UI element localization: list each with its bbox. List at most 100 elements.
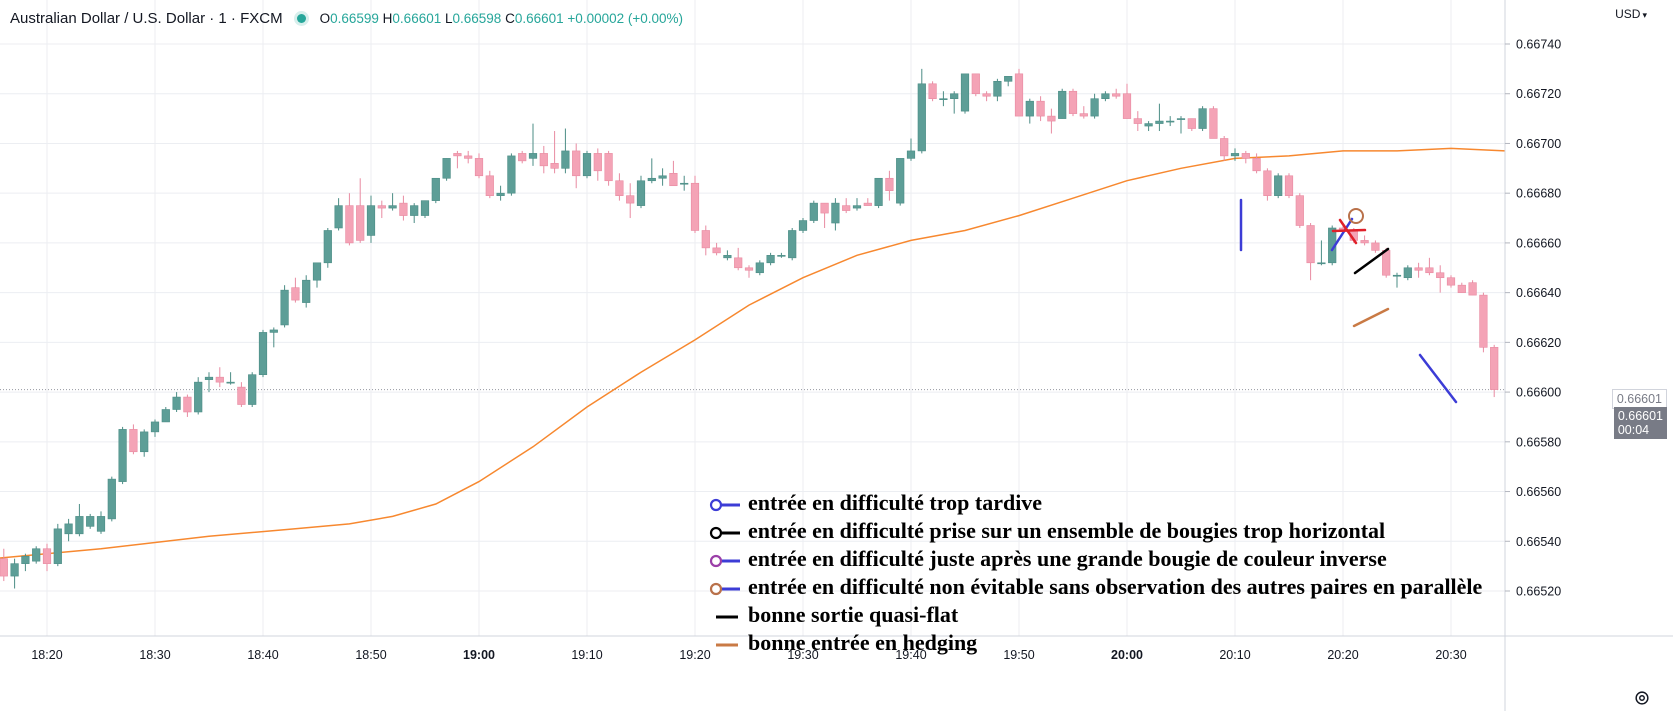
candle bbox=[1490, 344, 1499, 398]
candle bbox=[1014, 68, 1024, 117]
candle bbox=[1112, 88, 1121, 99]
candle bbox=[1284, 173, 1294, 199]
candle bbox=[32, 546, 41, 564]
candle bbox=[0, 548, 8, 582]
candle bbox=[474, 153, 484, 179]
candle-body bbox=[1317, 262, 1326, 265]
settings-gear-icon[interactable] bbox=[1633, 689, 1651, 707]
candle-body bbox=[593, 153, 602, 172]
candle-body bbox=[971, 73, 980, 95]
candle bbox=[788, 227, 797, 261]
close-label: C bbox=[505, 11, 515, 26]
candle-body bbox=[798, 220, 808, 231]
candle bbox=[1209, 106, 1218, 139]
candle-body bbox=[1490, 347, 1499, 390]
candle-body bbox=[604, 153, 613, 182]
candle-body bbox=[1187, 118, 1196, 129]
candle-body bbox=[960, 73, 970, 112]
candle-body bbox=[485, 175, 494, 196]
candle-body bbox=[690, 182, 700, 231]
candle-body bbox=[820, 202, 829, 214]
candle-body bbox=[150, 421, 160, 433]
candle-body bbox=[1371, 242, 1380, 251]
candle bbox=[1263, 168, 1272, 201]
symbol-title[interactable]: Australian Dollar / U.S. Dollar · 1 · FX… bbox=[10, 10, 283, 27]
candle bbox=[647, 158, 656, 184]
candle bbox=[528, 123, 538, 166]
candle-body bbox=[1198, 108, 1207, 129]
candle-body bbox=[917, 83, 926, 152]
price-axis[interactable]: 0.66740 0.66720 0.66700 0.66680 0.66660 0.666… bbox=[1504, 0, 1561, 711]
candle bbox=[939, 91, 948, 107]
candle-body bbox=[204, 376, 214, 380]
candle bbox=[1295, 193, 1304, 228]
candle-body bbox=[388, 205, 397, 209]
candle bbox=[140, 429, 149, 457]
candle-body bbox=[32, 548, 41, 562]
candle-body bbox=[712, 247, 721, 254]
candle bbox=[1058, 88, 1067, 119]
candle bbox=[582, 150, 592, 179]
candle bbox=[636, 175, 646, 209]
candle bbox=[1457, 282, 1466, 293]
candle bbox=[129, 424, 138, 455]
candle-body bbox=[1382, 250, 1391, 276]
candle bbox=[755, 260, 764, 276]
candle bbox=[809, 200, 818, 224]
candle-body bbox=[269, 329, 278, 333]
candle-body bbox=[1284, 175, 1294, 196]
price-tick-label: 0.66600 bbox=[1516, 386, 1561, 400]
candle bbox=[518, 150, 527, 164]
candle-body bbox=[723, 255, 732, 259]
candle-body bbox=[680, 182, 689, 185]
candle-body bbox=[75, 516, 84, 535]
candle bbox=[669, 160, 678, 187]
candle bbox=[1101, 91, 1110, 102]
candle bbox=[852, 198, 862, 211]
candle bbox=[820, 202, 829, 228]
candle-body bbox=[1392, 274, 1402, 277]
chevron-down-icon: ▾ bbox=[1642, 10, 1647, 20]
currency-selector[interactable]: USD ▾ bbox=[1615, 7, 1647, 21]
candle-body bbox=[831, 202, 840, 224]
candle bbox=[356, 178, 365, 243]
candlestick-series bbox=[0, 68, 1499, 589]
candle bbox=[21, 553, 30, 572]
candle bbox=[690, 175, 700, 233]
late-entry-mark-2 bbox=[1418, 353, 1458, 404]
candle-body bbox=[1220, 138, 1229, 157]
candle-body bbox=[993, 80, 1002, 97]
candle-body bbox=[194, 381, 203, 413]
time-axis[interactable]: 18:20 18:30 18:40 18:50 19:00 19:10 19:20 19:30… bbox=[0, 635, 1673, 662]
legend-text: entrée en difficulté juste après une gra… bbox=[748, 546, 1387, 571]
candle bbox=[863, 198, 872, 206]
candle-body bbox=[237, 386, 246, 405]
candle-body bbox=[64, 523, 73, 535]
candle bbox=[798, 218, 808, 233]
candle bbox=[1436, 265, 1445, 293]
candle-body bbox=[464, 155, 473, 159]
price-tick-label: 0.66680 bbox=[1516, 187, 1561, 201]
candle bbox=[885, 170, 894, 201]
candle-body bbox=[572, 150, 581, 177]
candle bbox=[388, 193, 397, 211]
candle-body bbox=[582, 153, 592, 177]
candle bbox=[172, 392, 181, 412]
candle bbox=[993, 78, 1002, 102]
candle bbox=[312, 262, 322, 288]
candle-body bbox=[561, 150, 570, 169]
candle-body bbox=[107, 478, 116, 520]
price-tick-label: 0.66520 bbox=[1516, 585, 1561, 599]
candle bbox=[1252, 153, 1261, 174]
candle bbox=[1079, 106, 1088, 119]
symbol-header: Australian Dollar / U.S. Dollar · 1 · FX… bbox=[10, 10, 683, 27]
candle bbox=[1090, 93, 1099, 119]
price-tick-label: 0.66740 bbox=[1516, 38, 1561, 52]
candle bbox=[1187, 118, 1196, 132]
unavoidable-entry-circle bbox=[1348, 208, 1364, 224]
candle bbox=[1176, 116, 1186, 134]
candle bbox=[928, 81, 937, 102]
candle-body bbox=[528, 153, 538, 159]
candle bbox=[1468, 280, 1477, 296]
